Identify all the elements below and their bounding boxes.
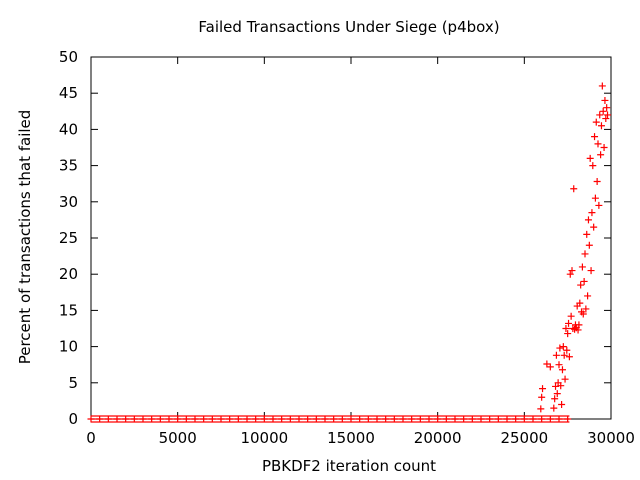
data-point	[586, 154, 594, 162]
zero-series-band	[91, 415, 570, 423]
data-point	[537, 405, 545, 413]
y-tick-label: 10	[59, 338, 78, 356]
data-point	[568, 267, 576, 275]
data-point	[576, 299, 584, 307]
x-tick-label: 20000	[414, 429, 462, 447]
data-point	[582, 305, 590, 313]
data-point	[581, 250, 589, 258]
data-point	[566, 270, 574, 278]
data-point	[595, 201, 603, 209]
data-point	[591, 133, 599, 141]
data-point	[594, 140, 602, 148]
y-tick-label: 25	[59, 229, 78, 247]
data-point	[580, 277, 588, 285]
data-point	[562, 325, 570, 332]
data-point	[575, 321, 583, 329]
data-point	[601, 96, 609, 104]
data-point	[584, 216, 592, 224]
data-point	[579, 310, 587, 318]
data-point	[555, 361, 563, 369]
data-point	[559, 343, 567, 351]
data-point	[574, 326, 582, 334]
data-point	[563, 346, 571, 354]
data-point	[598, 82, 606, 90]
y-tick-label: 5	[68, 374, 78, 392]
data-point	[558, 401, 566, 409]
x-tick-label: 30000	[587, 429, 635, 447]
y-tick-label: 30	[59, 193, 78, 211]
data-point	[561, 375, 569, 383]
data-point	[578, 263, 586, 271]
x-axis: 0 5000 10000 15000 20000 25000 30000	[86, 57, 635, 447]
data-point	[590, 223, 598, 231]
y-tick-label: 50	[59, 48, 78, 66]
data-point	[564, 330, 572, 338]
data-point	[570, 185, 578, 193]
data-point	[558, 366, 566, 374]
data-point	[602, 115, 610, 123]
data-point	[599, 107, 607, 115]
y-tick-label: 20	[59, 265, 78, 283]
x-tick-label: 0	[86, 429, 96, 447]
y-tick-label: 35	[59, 157, 78, 175]
data-point	[585, 241, 593, 249]
data-point	[600, 144, 608, 151]
chart-title: Failed Transactions Under Siege (p4box)	[198, 18, 499, 36]
data-points	[87, 82, 612, 423]
y-tick-label: 40	[59, 120, 78, 138]
x-tick-label: 5000	[159, 429, 197, 447]
data-point	[589, 162, 597, 170]
data-point	[565, 353, 573, 361]
data-point	[588, 209, 596, 217]
data-point	[571, 325, 579, 333]
data-point	[552, 382, 560, 390]
x-tick-label: 25000	[500, 429, 548, 447]
data-point	[569, 325, 577, 332]
data-point	[583, 230, 591, 238]
data-point	[538, 393, 546, 401]
x-axis-label: PBKDF2 iteration count	[262, 457, 436, 475]
data-point	[552, 351, 560, 359]
data-point	[550, 404, 558, 412]
y-tick-label: 45	[59, 84, 78, 102]
data-point	[597, 151, 605, 159]
x-tick-label: 15000	[327, 429, 375, 447]
data-point	[557, 382, 565, 390]
data-point	[560, 351, 568, 359]
data-point	[604, 111, 612, 119]
data-point	[539, 385, 547, 393]
data-point	[596, 111, 604, 119]
data-point	[577, 281, 585, 289]
data-point	[603, 104, 611, 112]
data-point	[587, 267, 595, 275]
x-tick-label: 10000	[240, 429, 288, 447]
data-point	[592, 118, 600, 126]
data-point	[593, 178, 601, 186]
data-point	[591, 194, 599, 202]
data-point	[565, 319, 573, 327]
y-tick-label: 15	[59, 301, 78, 319]
data-point	[584, 292, 592, 300]
data-point	[597, 122, 605, 130]
y-axis-label: Percent of transactions that failed	[16, 110, 34, 365]
data-point	[556, 344, 564, 352]
y-tick-label: 0	[68, 410, 78, 428]
y-axis: 0 5 10 15 20 25 30 35 40 45 50	[59, 48, 611, 428]
data-point	[567, 312, 575, 320]
data-point	[546, 363, 554, 371]
data-point	[551, 395, 559, 403]
data-point	[553, 390, 561, 398]
